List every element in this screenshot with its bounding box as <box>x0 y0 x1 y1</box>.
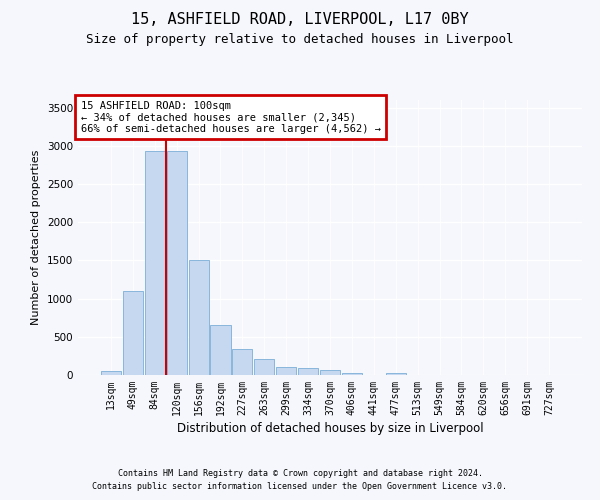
Bar <box>254 358 274 375</box>
Bar <box>123 291 143 375</box>
Bar <box>276 367 296 375</box>
Text: Size of property relative to detached houses in Liverpool: Size of property relative to detached ho… <box>86 32 514 46</box>
Y-axis label: Number of detached properties: Number of detached properties <box>31 150 41 325</box>
Text: Contains HM Land Registry data © Crown copyright and database right 2024.: Contains HM Land Registry data © Crown c… <box>118 468 482 477</box>
Bar <box>211 326 230 375</box>
Bar <box>320 370 340 375</box>
Bar <box>386 372 406 375</box>
Bar <box>232 349 253 375</box>
Text: 15, ASHFIELD ROAD, LIVERPOOL, L17 0BY: 15, ASHFIELD ROAD, LIVERPOOL, L17 0BY <box>131 12 469 28</box>
X-axis label: Distribution of detached houses by size in Liverpool: Distribution of detached houses by size … <box>176 422 484 435</box>
Bar <box>342 372 362 375</box>
Bar <box>145 151 165 375</box>
Text: 15 ASHFIELD ROAD: 100sqm
← 34% of detached houses are smaller (2,345)
66% of sem: 15 ASHFIELD ROAD: 100sqm ← 34% of detach… <box>80 100 380 134</box>
Bar <box>167 151 187 375</box>
Text: Contains public sector information licensed under the Open Government Licence v3: Contains public sector information licen… <box>92 482 508 491</box>
Bar <box>188 260 209 375</box>
Bar <box>298 368 318 375</box>
Bar <box>101 371 121 375</box>
